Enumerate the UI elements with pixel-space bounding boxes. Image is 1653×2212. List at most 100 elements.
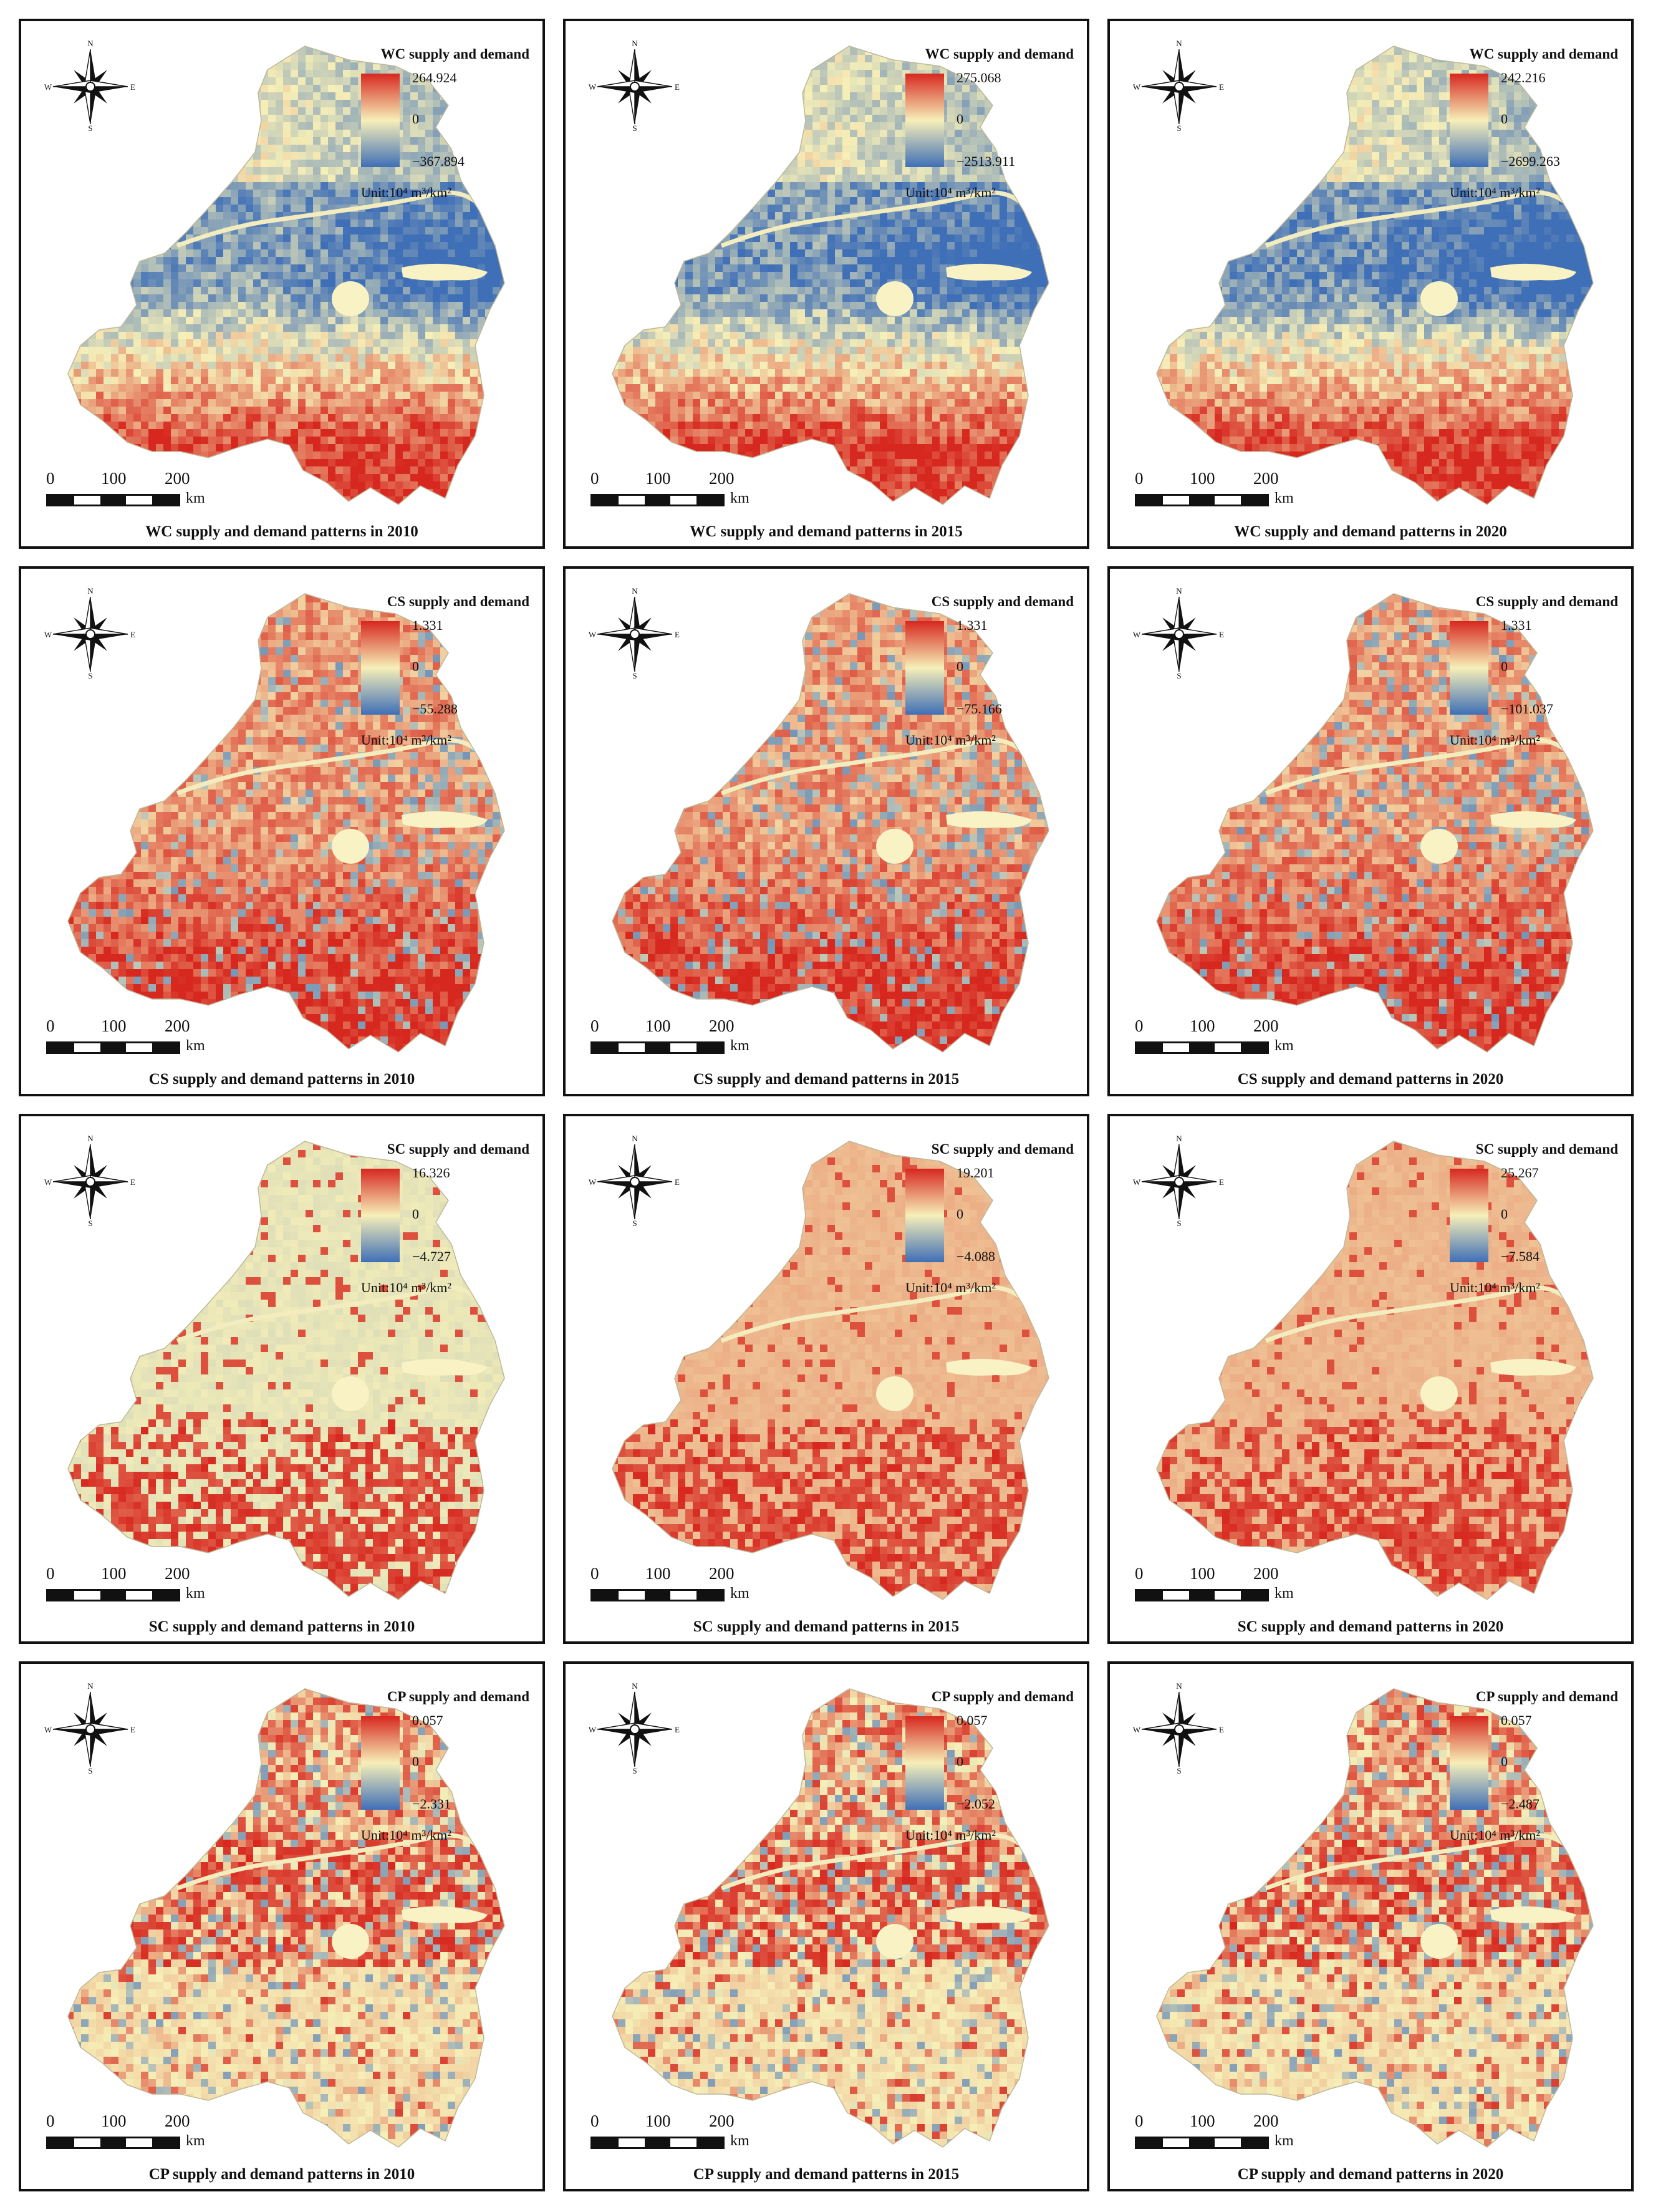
scale-segment xyxy=(1215,2138,1241,2147)
scale-segment xyxy=(644,1591,671,1600)
compass-rose: N S E W xyxy=(1132,1134,1226,1229)
scale-segment xyxy=(1215,1043,1241,1052)
scale-tick-label: 200 xyxy=(709,2112,735,2131)
legend-zero-value: 0 xyxy=(412,659,419,675)
compass-e-label: E xyxy=(675,1725,680,1734)
scale-bar: 0 100 200 km xyxy=(46,1564,258,1614)
legend-min-value: −2.331 xyxy=(412,1796,451,1812)
scale-bar-graphic xyxy=(1135,494,1269,506)
north-arrow-icon: N S E W xyxy=(44,1681,135,1775)
scale-segment xyxy=(644,2138,671,2147)
scale-segment xyxy=(696,1043,723,1052)
scale-tick-label: 200 xyxy=(1253,2112,1279,2131)
compass-e-label: E xyxy=(130,630,135,639)
scale-unit-label: km xyxy=(186,1585,205,1602)
choropleth-map xyxy=(1156,593,1594,1053)
lake xyxy=(1420,1376,1458,1411)
river xyxy=(176,190,484,248)
compass-e-label: E xyxy=(675,82,680,92)
scale-segment xyxy=(592,1043,619,1052)
legend-max-value: 0.057 xyxy=(1501,1712,1532,1729)
color-ramp xyxy=(361,1716,400,1810)
color-ramp xyxy=(361,1169,400,1262)
panel-caption: WC supply and demand patterns in 2015 xyxy=(566,523,1087,541)
north-arrow-icon: N S E W xyxy=(589,39,680,133)
scale-segment xyxy=(1241,1043,1267,1052)
scale-segment xyxy=(618,1591,645,1600)
scale-segment xyxy=(100,2138,127,2147)
compass-e-label: E xyxy=(130,1725,135,1734)
legend-max-value: 1.331 xyxy=(957,617,988,634)
compass-s-label: S xyxy=(88,671,92,680)
river xyxy=(176,1285,484,1343)
scale-bar-graphic xyxy=(46,2137,180,2149)
scale-tick-label: 0 xyxy=(46,1017,55,1036)
map-panel-wc-2015: N S E W WC supply and demand 275.068 0 −2513.91… xyxy=(563,19,1089,549)
compass-rose: N S E W xyxy=(44,586,137,681)
legend-zero-value: 0 xyxy=(1501,1754,1508,1770)
scale-bar-graphic xyxy=(46,1589,180,1601)
compass-s-label: S xyxy=(1177,671,1181,680)
legend-min-value: −4.727 xyxy=(412,1248,451,1265)
legend-zero-value: 0 xyxy=(1501,111,1508,127)
compass-n-label: N xyxy=(87,1683,94,1691)
scale-bar: 0 100 200 km xyxy=(1135,1564,1347,1614)
legend-min-value: −2.052 xyxy=(957,1796,995,1812)
scale-bar-graphic xyxy=(590,1041,725,1054)
scale-tick-label: 200 xyxy=(165,469,190,488)
scale-segment xyxy=(100,496,127,505)
compass-s-label: S xyxy=(1177,123,1181,133)
scale-unit-label: km xyxy=(186,490,205,507)
north-arrow-icon: N S E W xyxy=(44,39,135,133)
compass-s-label: S xyxy=(88,123,92,133)
legend-min-value: −2.487 xyxy=(1501,1796,1540,1812)
estuary xyxy=(402,1358,488,1376)
compass-n-label: N xyxy=(1176,587,1182,596)
compass-n-label: N xyxy=(632,1135,638,1143)
north-arrow-icon: N S E W xyxy=(589,1681,680,1775)
scale-segment xyxy=(1137,1591,1163,1600)
scale-tick-label: 0 xyxy=(590,2112,599,2131)
scale-tick-label: 100 xyxy=(645,2112,671,2131)
legend-unit: Unit:10⁴ m³/km² xyxy=(905,732,996,748)
compass-w-label: W xyxy=(44,1725,52,1734)
scale-bar: 0 100 200 km xyxy=(46,1017,258,1066)
river xyxy=(1265,738,1573,796)
color-ramp xyxy=(905,621,944,715)
legend-max-value: 16.326 xyxy=(412,1165,450,1181)
scale-bar-graphic xyxy=(590,2137,725,2149)
legend-unit: Unit:10⁴ m³/km² xyxy=(1450,732,1540,748)
scale-bar: 0 100 200 km xyxy=(46,469,258,519)
compass-w-label: W xyxy=(1133,1177,1141,1187)
legend-max-value: 1.331 xyxy=(412,617,443,634)
legend-min-value: −2513.911 xyxy=(957,153,1015,170)
legend-zero-value: 0 xyxy=(957,1206,963,1222)
scale-tick-label: 200 xyxy=(1253,469,1279,488)
scale-segment xyxy=(592,496,619,505)
scale-segment xyxy=(152,1043,178,1052)
scale-segment xyxy=(126,1591,153,1600)
choropleth-map xyxy=(67,593,505,1053)
compass-w-label: W xyxy=(1133,82,1141,92)
compass-n-label: N xyxy=(87,587,94,596)
river xyxy=(720,190,1029,248)
legend-title: CS supply and demand xyxy=(849,594,1074,610)
scale-segment xyxy=(1188,2138,1215,2147)
compass-s-label: S xyxy=(632,1766,637,1775)
scale-tick-label: 0 xyxy=(46,2112,55,2131)
panel-caption: CP supply and demand patterns in 2015 xyxy=(566,2166,1087,2183)
legend-title: SC supply and demand xyxy=(1394,1141,1618,1157)
map-panel-cs-2020: N S E W CS supply and demand 1.331 0 −101.037 Un… xyxy=(1107,566,1634,1096)
region-boundary xyxy=(612,1688,1049,2148)
compass-e-label: E xyxy=(675,630,680,639)
scale-unit-label: km xyxy=(1275,1585,1294,1602)
estuary xyxy=(1490,1906,1576,1923)
legend-max-value: 19.201 xyxy=(957,1165,995,1181)
scale-tick-label: 100 xyxy=(101,1564,127,1583)
scale-tick-label: 0 xyxy=(46,1564,55,1583)
scale-bar-graphic xyxy=(590,1589,725,1601)
river xyxy=(720,1285,1029,1343)
scale-segment xyxy=(1241,1591,1267,1600)
scale-segment xyxy=(670,496,697,505)
scale-segment xyxy=(592,1591,619,1600)
